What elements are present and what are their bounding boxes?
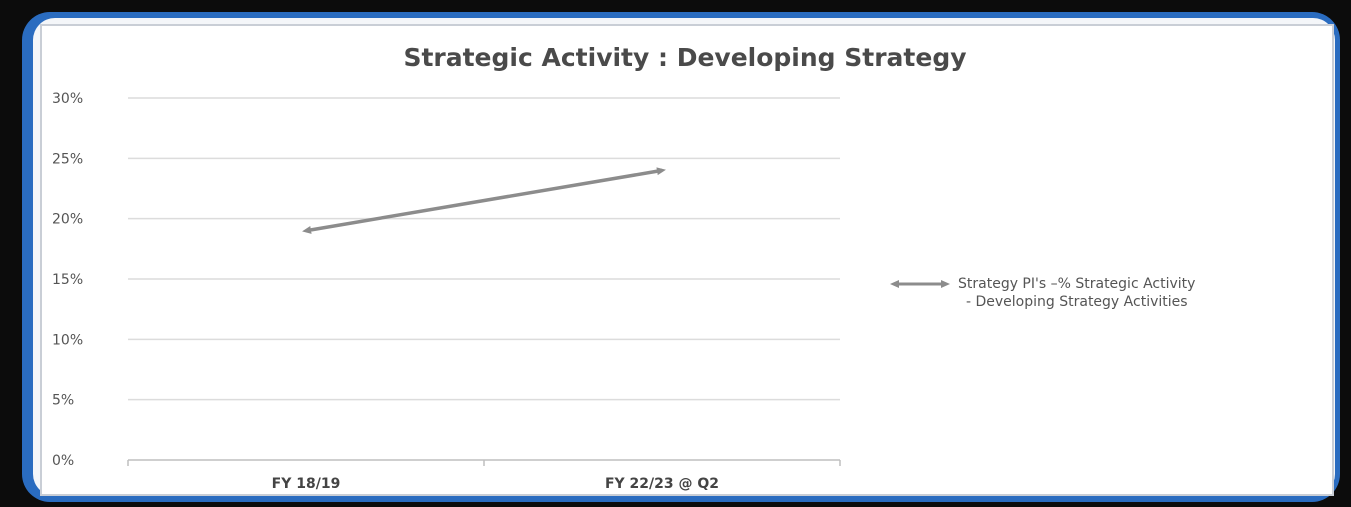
x-axis-ticks: FY 18/19 FY 22/23 @ Q2 [272, 476, 719, 492]
gridlines [127, 97, 841, 466]
chart-title: Strategic Activity : Developing Strategy [403, 43, 966, 72]
y-axis-ticks: 0% 5% 10% 15% 20% 25% 30% [52, 91, 83, 469]
legend-label-line1: Strategy PI's –% Strategic Activity [958, 276, 1195, 292]
series-line-segment [302, 167, 666, 234]
y-tick-label: 30% [52, 91, 83, 107]
y-tick-label: 10% [52, 332, 83, 348]
legend: Strategy PI's –% Strategic Activity - De… [890, 276, 1195, 310]
series-lines [302, 167, 666, 234]
chart-area [40, 24, 1334, 496]
y-tick-label: 15% [52, 272, 83, 288]
y-tick-label: 20% [52, 212, 83, 228]
x-tick-label: FY 22/23 @ Q2 [605, 476, 719, 492]
y-tick-label: 0% [52, 453, 74, 469]
legend-label-line2: - Developing Strategy Activities [966, 294, 1188, 310]
y-tick-label: 5% [52, 393, 74, 409]
x-tick-label: FY 18/19 [272, 476, 341, 492]
y-tick-label: 25% [52, 151, 83, 167]
